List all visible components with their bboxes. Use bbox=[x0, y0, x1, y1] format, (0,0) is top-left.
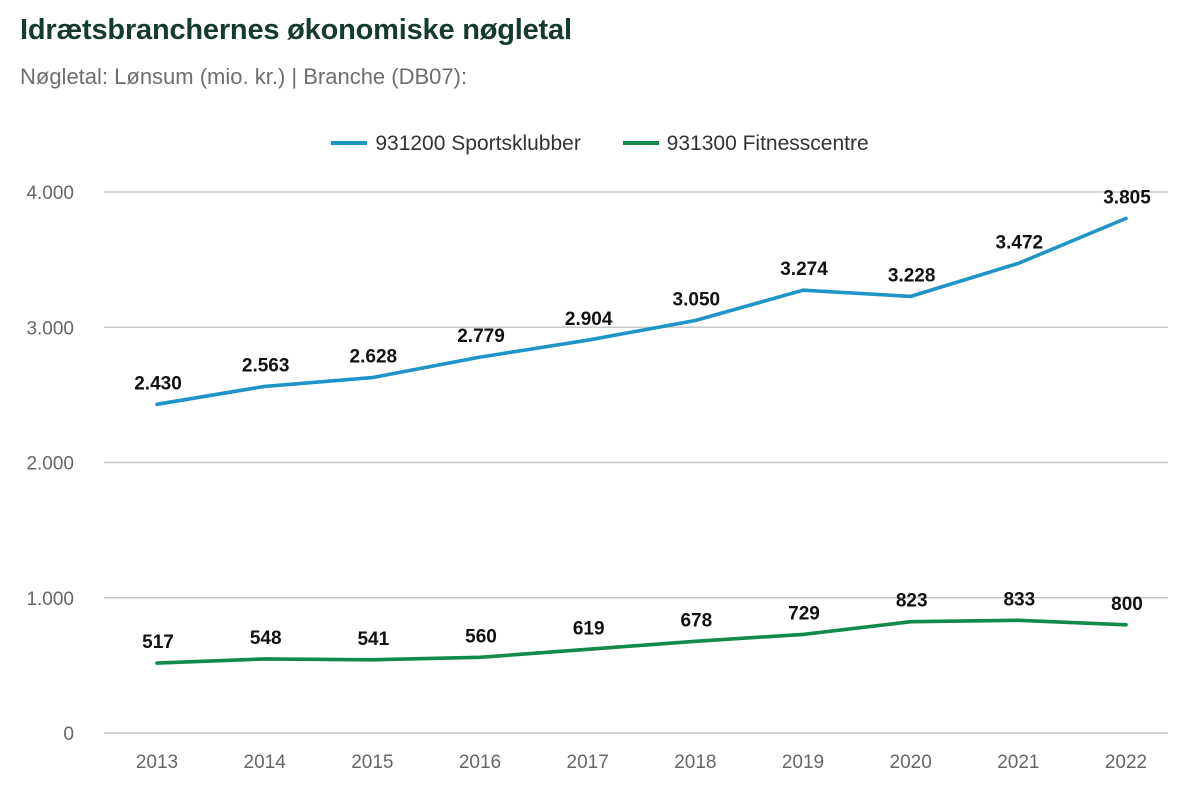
data-label: 548 bbox=[250, 628, 282, 649]
legend-swatch-sportsklubber bbox=[331, 140, 368, 145]
x-tick-label: 2018 bbox=[674, 752, 716, 773]
x-tick-label: 2020 bbox=[890, 752, 932, 773]
y-tick-label: 0 bbox=[63, 724, 74, 745]
data-label: 3.805 bbox=[1103, 187, 1151, 208]
data-label: 541 bbox=[357, 629, 389, 650]
legend-label-sportsklubber: 931200 Sportsklubber bbox=[375, 132, 581, 156]
legend: 931200 Sportsklubber 931300 Fitnesscentr… bbox=[0, 132, 1200, 156]
x-tick-label: 2016 bbox=[459, 752, 501, 773]
legend-item-fitnesscentre[interactable]: 931300 Fitnesscentre bbox=[622, 132, 869, 156]
series-line-0 bbox=[155, 216, 1128, 407]
series-line-1 bbox=[155, 618, 1128, 665]
y-tick-label: 4.000 bbox=[26, 183, 74, 204]
data-label: 800 bbox=[1111, 594, 1143, 615]
data-label: 678 bbox=[680, 610, 712, 631]
data-label: 729 bbox=[788, 603, 820, 624]
x-tick-label: 2022 bbox=[1105, 752, 1147, 773]
x-tick-label: 2021 bbox=[997, 752, 1039, 773]
data-label: 619 bbox=[573, 618, 605, 639]
data-label: 3.274 bbox=[780, 259, 828, 280]
y-tick-label: 1.000 bbox=[26, 589, 74, 610]
legend-label-fitnesscentre: 931300 Fitnesscentre bbox=[666, 132, 869, 156]
data-label: 560 bbox=[465, 626, 497, 647]
data-label: 2.904 bbox=[565, 309, 613, 330]
legend-swatch-fitnesscentre bbox=[622, 140, 659, 145]
data-label: 2.563 bbox=[242, 355, 290, 376]
data-label: 3.050 bbox=[673, 289, 721, 310]
data-label: 823 bbox=[896, 591, 928, 612]
data-label: 833 bbox=[1003, 589, 1035, 610]
x-tick-label: 2015 bbox=[351, 752, 393, 773]
legend-item-sportsklubber[interactable]: 931200 Sportsklubber bbox=[331, 132, 581, 156]
y-tick-label: 2.000 bbox=[26, 454, 74, 475]
data-label: 2.779 bbox=[457, 326, 505, 347]
data-label: 2.430 bbox=[134, 373, 182, 394]
y-tick-label: 3.000 bbox=[26, 318, 74, 339]
data-label: 3.472 bbox=[996, 232, 1044, 253]
data-label: 3.228 bbox=[888, 265, 936, 286]
x-tick-label: 2013 bbox=[136, 752, 178, 773]
x-tick-label: 2014 bbox=[244, 752, 287, 773]
chart-subtitle: Nøgletal: Lønsum (mio. kr.) | Branche (D… bbox=[20, 64, 468, 89]
data-label: 517 bbox=[142, 632, 174, 653]
chart-title: Idrætsbranchernes økonomiske nøgletal bbox=[20, 14, 572, 46]
x-tick-label: 2019 bbox=[782, 752, 824, 773]
data-label: 2.628 bbox=[350, 347, 398, 368]
x-tick-label: 2017 bbox=[567, 752, 609, 773]
